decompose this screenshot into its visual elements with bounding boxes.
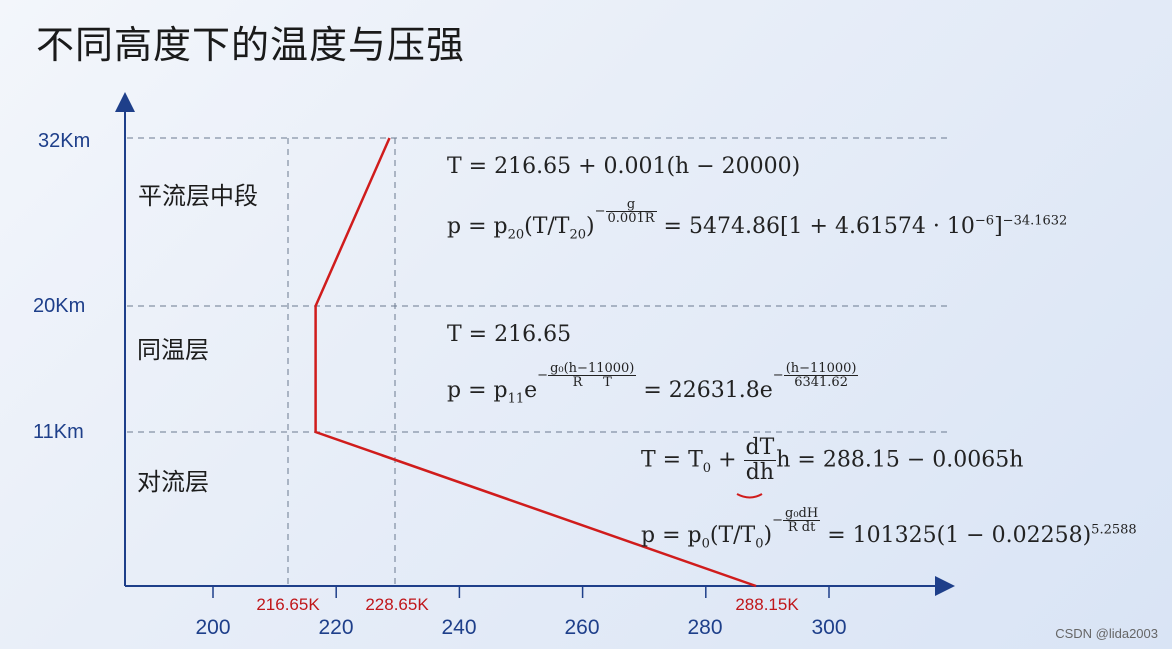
layer-label-stratosphere-mid: 平流层中段	[138, 182, 258, 210]
x-tick-label-300: 300	[811, 616, 846, 639]
handwritten-underline	[736, 493, 763, 499]
equation-iso-temperature: T = 216.65	[447, 322, 572, 347]
x-tick-label-260: 260	[564, 616, 599, 639]
y-label-32km: 32Km	[38, 130, 90, 152]
watermark: CSDN @lida2003	[1055, 626, 1158, 641]
page-title: 不同高度下的温度与压强	[36, 23, 466, 67]
x-tick-label-280: 280	[687, 616, 722, 639]
equation-tro-temperature: T = T0 + dT dh h = 288.15 − 0.0065h	[641, 435, 1024, 485]
y-label-11km: 11Km	[33, 421, 84, 443]
x-axis-ticks	[212, 586, 830, 598]
layer-label-isothermal: 同温层	[137, 336, 209, 364]
temp-label-228-65: 228.65K	[365, 595, 429, 614]
x-tick-label-200: 200	[195, 616, 230, 639]
equation-tro-pressure: p = p0(T/T0)− g₀dH R dt = 101325(1 − 0.022…	[641, 506, 1137, 552]
x-tick-label-220: 220	[318, 616, 353, 639]
equation-strat-pressure: p = p20(T/T20)− g 0.001R = 5474.86[1 + 4.6…	[447, 197, 1068, 243]
temp-label-216-65: 216.65K	[256, 595, 320, 614]
y-label-20km: 20Km	[33, 295, 85, 317]
equation-strat-temperature: T = 216.65 + 0.001(h − 20000)	[447, 154, 801, 179]
layer-label-troposphere: 对流层	[137, 468, 209, 496]
temp-label-288-15: 288.15K	[735, 595, 799, 614]
equation-iso-pressure: p = p11e− g₀(h−11000) R T = 22631.8e− (h−11…	[447, 361, 859, 407]
temperature-profile-line	[314, 137, 757, 588]
x-tick-label-240: 240	[441, 616, 476, 639]
